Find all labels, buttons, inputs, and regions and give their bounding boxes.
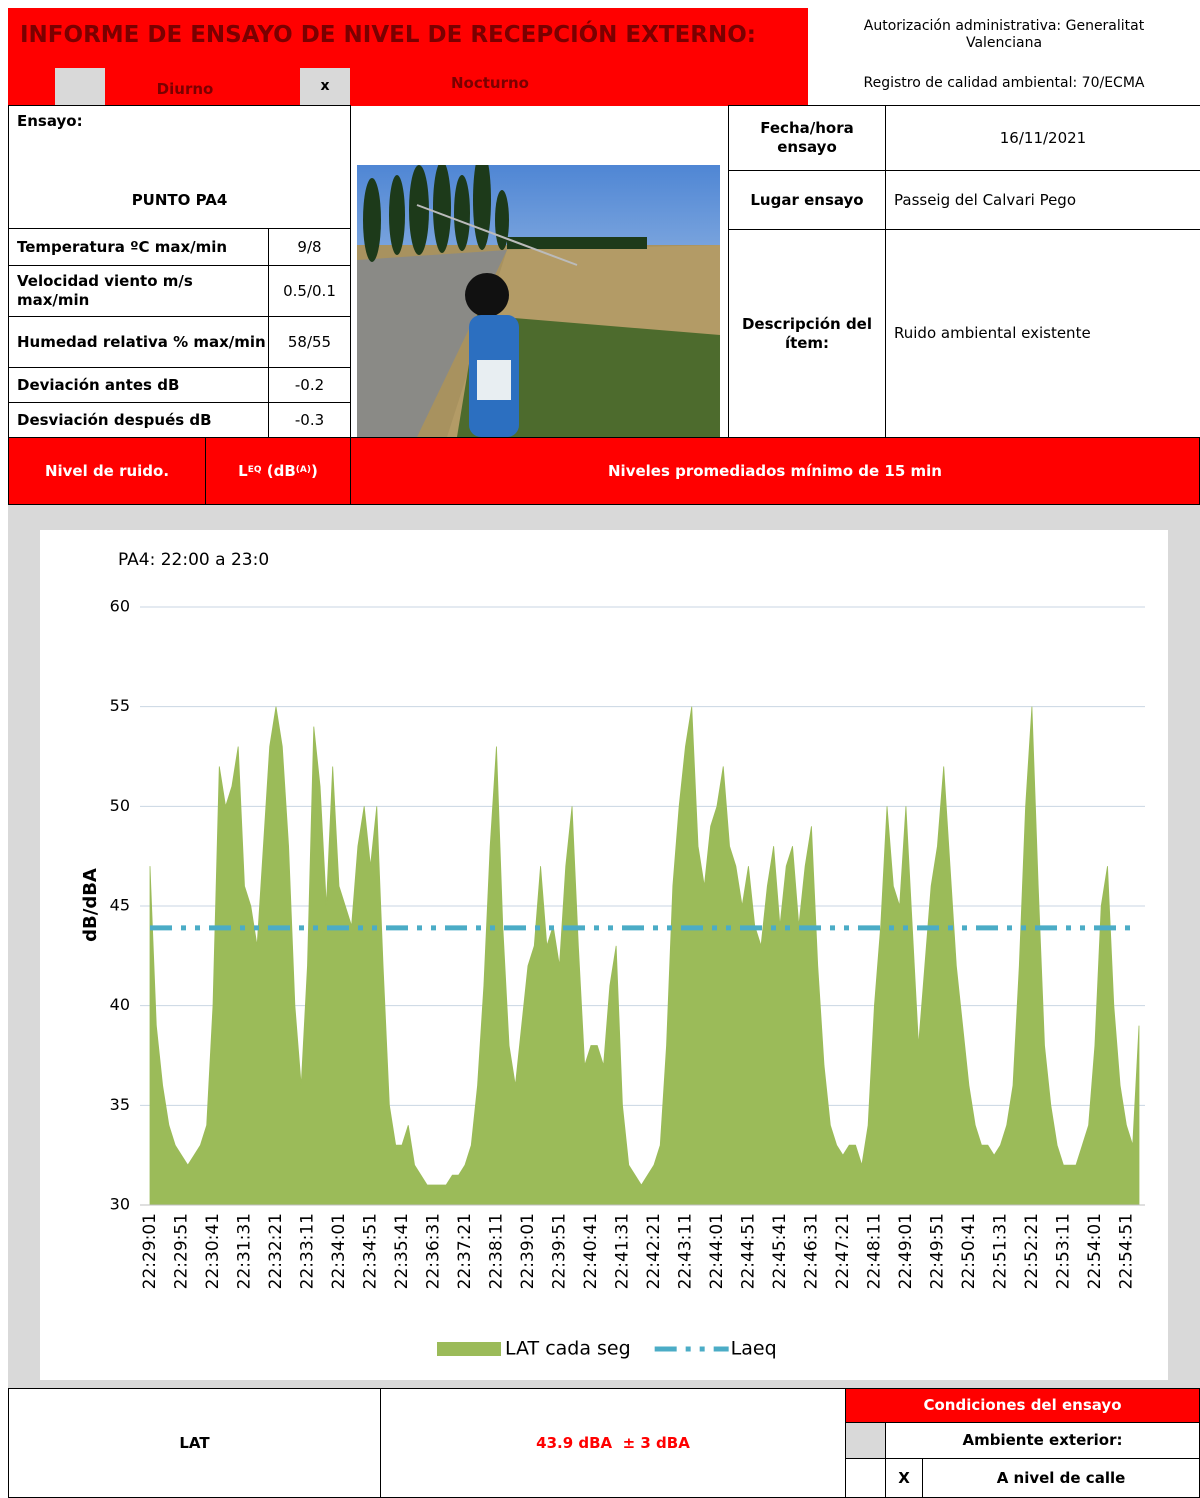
x-tick-label: 22:39:01 (518, 1213, 538, 1289)
legend-swatch (437, 1342, 501, 1356)
environment-box (845, 1422, 886, 1459)
y-tick-label: 55 (110, 696, 130, 715)
chart-title: PA4: 22:00 a 23:0 (118, 550, 269, 570)
condition-label: Velocidad viento m/s max/min (8, 265, 269, 317)
info-label: Lugar ensayo (728, 170, 886, 230)
street-box (845, 1458, 886, 1498)
x-tick-label: 22:36:31 (423, 1213, 443, 1289)
y-tick-label: 30 (110, 1195, 130, 1214)
x-tick-label: 22:45:41 (770, 1213, 790, 1289)
condition-value: 58/55 (268, 316, 351, 368)
report-title: INFORME DE ENSAYO DE NIVEL DE RECEPCIÓN … (8, 8, 808, 62)
legend-label: Laeq (731, 1338, 777, 1360)
y-tick-label: 40 (110, 995, 130, 1014)
condition-label: Desviación después dB (8, 402, 269, 438)
leq-main: L (238, 462, 248, 481)
x-tick-label: 22:34:01 (329, 1213, 349, 1289)
condition-label: Deviación antes dB (8, 367, 269, 403)
diurno-box (55, 68, 105, 106)
leq-unit-sub: (A) (296, 465, 311, 476)
x-tick-label: 22:43:11 (675, 1213, 695, 1289)
info-label: Descripción del ítem: (728, 229, 886, 438)
y-tick-label: 60 (110, 597, 130, 616)
y-tick-label: 50 (110, 796, 130, 815)
info-value: 16/11/2021 (885, 105, 1200, 171)
registry: Registro de calidad ambiental: 70/ECMA (808, 62, 1200, 106)
environment-label: Ambiente exterior: (885, 1422, 1200, 1459)
x-tick-label: 22:44:01 (707, 1213, 727, 1289)
info-value: Ruido ambiental existente (885, 229, 1200, 438)
noise-label: Nivel de ruido. (8, 437, 206, 505)
x-tick-label: 22:35:41 (392, 1213, 412, 1289)
leq-sub: EQ (248, 465, 262, 476)
conditions-title: Condiciones del ensayo (845, 1388, 1200, 1423)
x-tick-label: 22:34:51 (360, 1213, 380, 1289)
x-tick-label: 22:48:11 (864, 1213, 884, 1289)
x-tick-label: 22:42:21 (644, 1213, 664, 1289)
x-tick-label: 22:49:01 (896, 1213, 916, 1289)
x-tick-label: 22:39:51 (549, 1213, 569, 1289)
x-tick-label: 22:53:11 (1053, 1213, 1073, 1289)
x-tick-label: 22:29:51 (171, 1213, 191, 1289)
x-tick-label: 22:40:41 (581, 1213, 601, 1289)
condition-value: -0.2 (268, 367, 351, 403)
x-tick-label: 22:30:41 (203, 1213, 223, 1289)
condition-label: Humedad relativa % max/min (8, 316, 269, 368)
street-label: A nivel de calle (922, 1458, 1200, 1498)
legend-label: LAT cada seg (505, 1338, 631, 1360)
result-value: 43.9 dBA ± 3 dBA (380, 1388, 846, 1498)
x-tick-label: 22:54:51 (1116, 1213, 1136, 1289)
y-tick-label: 35 (110, 1095, 130, 1114)
test-point: PUNTO PA4 (8, 185, 351, 215)
condition-value: -0.3 (268, 402, 351, 438)
x-tick-label: 22:54:01 (1085, 1213, 1105, 1289)
x-tick-label: 22:50:41 (959, 1213, 979, 1289)
x-tick-label: 22:49:51 (927, 1213, 947, 1289)
x-tick-label: 22:44:51 (738, 1213, 758, 1289)
meter-screen (477, 360, 511, 400)
nocturno-label: Nocturno (420, 68, 560, 98)
x-tick-label: 22:33:11 (297, 1213, 317, 1289)
leq-unit-close: ) (311, 462, 318, 481)
site-photo (357, 165, 720, 437)
info-value: Passeig del Calvari Pego (885, 170, 1200, 230)
chart: PA4: 22:00 a 23:0 dB/dBA 30 35 40 45 50 55 60 2… (0, 505, 1200, 1389)
x-tick-label: 22:38:11 (486, 1213, 506, 1289)
y-axis-label: dB/dBA (80, 868, 101, 942)
nocturno-mark: x (300, 68, 350, 106)
y-tick-label: 45 (110, 896, 130, 915)
x-tick-label: 22:52:21 (1022, 1213, 1042, 1289)
x-tick-label: 22:37:21 (455, 1213, 475, 1289)
x-tick-label: 22:29:01 (140, 1213, 160, 1289)
windscreen (465, 273, 509, 317)
info-label: Fecha/hora ensayo (728, 105, 886, 171)
condition-label: Temperatura ºC max/min (8, 228, 269, 266)
authorization: Autorización administrativa: Generalitat… (808, 8, 1200, 62)
noise-note: Niveles promediados mínimo de 15 min (350, 437, 1200, 505)
page: {"header": {"title": "INFORME DE ENSAYO … (0, 0, 1200, 1492)
x-tick-label: 22:47:21 (833, 1213, 853, 1289)
street-mark: X (885, 1458, 923, 1498)
result-label: LAT (8, 1388, 381, 1498)
leq-unit: (dB (262, 462, 296, 481)
x-tick-label: 22:51:31 (990, 1213, 1010, 1289)
x-tick-label: 22:46:31 (801, 1213, 821, 1289)
condition-value: 0.5/0.1 (268, 265, 351, 317)
x-tick-label: 22:41:31 (612, 1213, 632, 1289)
x-tick-label: 22:32:21 (266, 1213, 286, 1289)
x-tick-label: 22:31:31 (234, 1213, 254, 1289)
diurno-label: Diurno (120, 74, 250, 104)
condition-value: 9/8 (268, 228, 351, 266)
